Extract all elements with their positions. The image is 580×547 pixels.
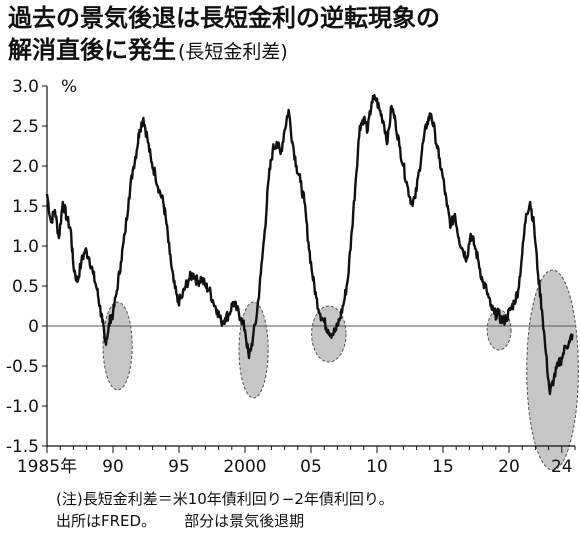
recession-highlight: [526, 269, 579, 471]
y-tick-label: 3.0: [12, 77, 39, 97]
x-tick-label: 10: [366, 457, 388, 477]
note-source-line: 出所はFRED。 部分は景気後退期: [56, 510, 394, 532]
x-tick-label: 90: [102, 457, 124, 477]
y-tick-label: 0: [28, 317, 39, 337]
y-tick-label: 1.5: [12, 197, 39, 217]
x-tick-label: 24: [551, 457, 573, 477]
chart-title-line1: 過去の景気後退は長短金利の逆転現象の: [8, 4, 440, 32]
x-tick-label: 2000: [223, 457, 266, 477]
note-source: 出所はFRED。: [56, 512, 157, 530]
x-tick-label: 05: [300, 457, 322, 477]
x-tick-label: 1985年: [17, 457, 77, 477]
chart-notes: (注)長短金利差＝米10年債利回り−2年債利回り。 出所はFRED。 部分は景気後…: [56, 488, 394, 532]
chart-title-line2: 解消直後に発生 (長短金利差): [8, 36, 288, 66]
chart-subtitle: (長短金利差): [178, 41, 288, 63]
y-tick-label: 1.0: [12, 237, 39, 257]
y-tick-label: 2.5: [12, 117, 39, 137]
y-unit-label: %: [61, 77, 77, 97]
x-tick-label: 95: [168, 457, 190, 477]
recession-highlight: [102, 301, 133, 391]
note-legend: 部分は景気後退期: [184, 512, 305, 530]
x-tick-label: 15: [432, 457, 454, 477]
series-line: [45, 94, 574, 396]
y-tick-label: -0.5: [6, 357, 39, 377]
recession-highlight: [238, 301, 269, 399]
y-tick-label: 2.0: [12, 157, 39, 177]
y-tick-label: -1.5: [6, 437, 39, 457]
y-tick-label: 0.5: [12, 277, 39, 297]
x-tick-label: 20: [498, 457, 520, 477]
chart-title-main: 解消直後に発生: [8, 36, 176, 64]
y-tick-label: -1.0: [6, 397, 39, 417]
note-definition: (注)長短金利差＝米10年債利回り−2年債利回り。: [56, 490, 394, 508]
